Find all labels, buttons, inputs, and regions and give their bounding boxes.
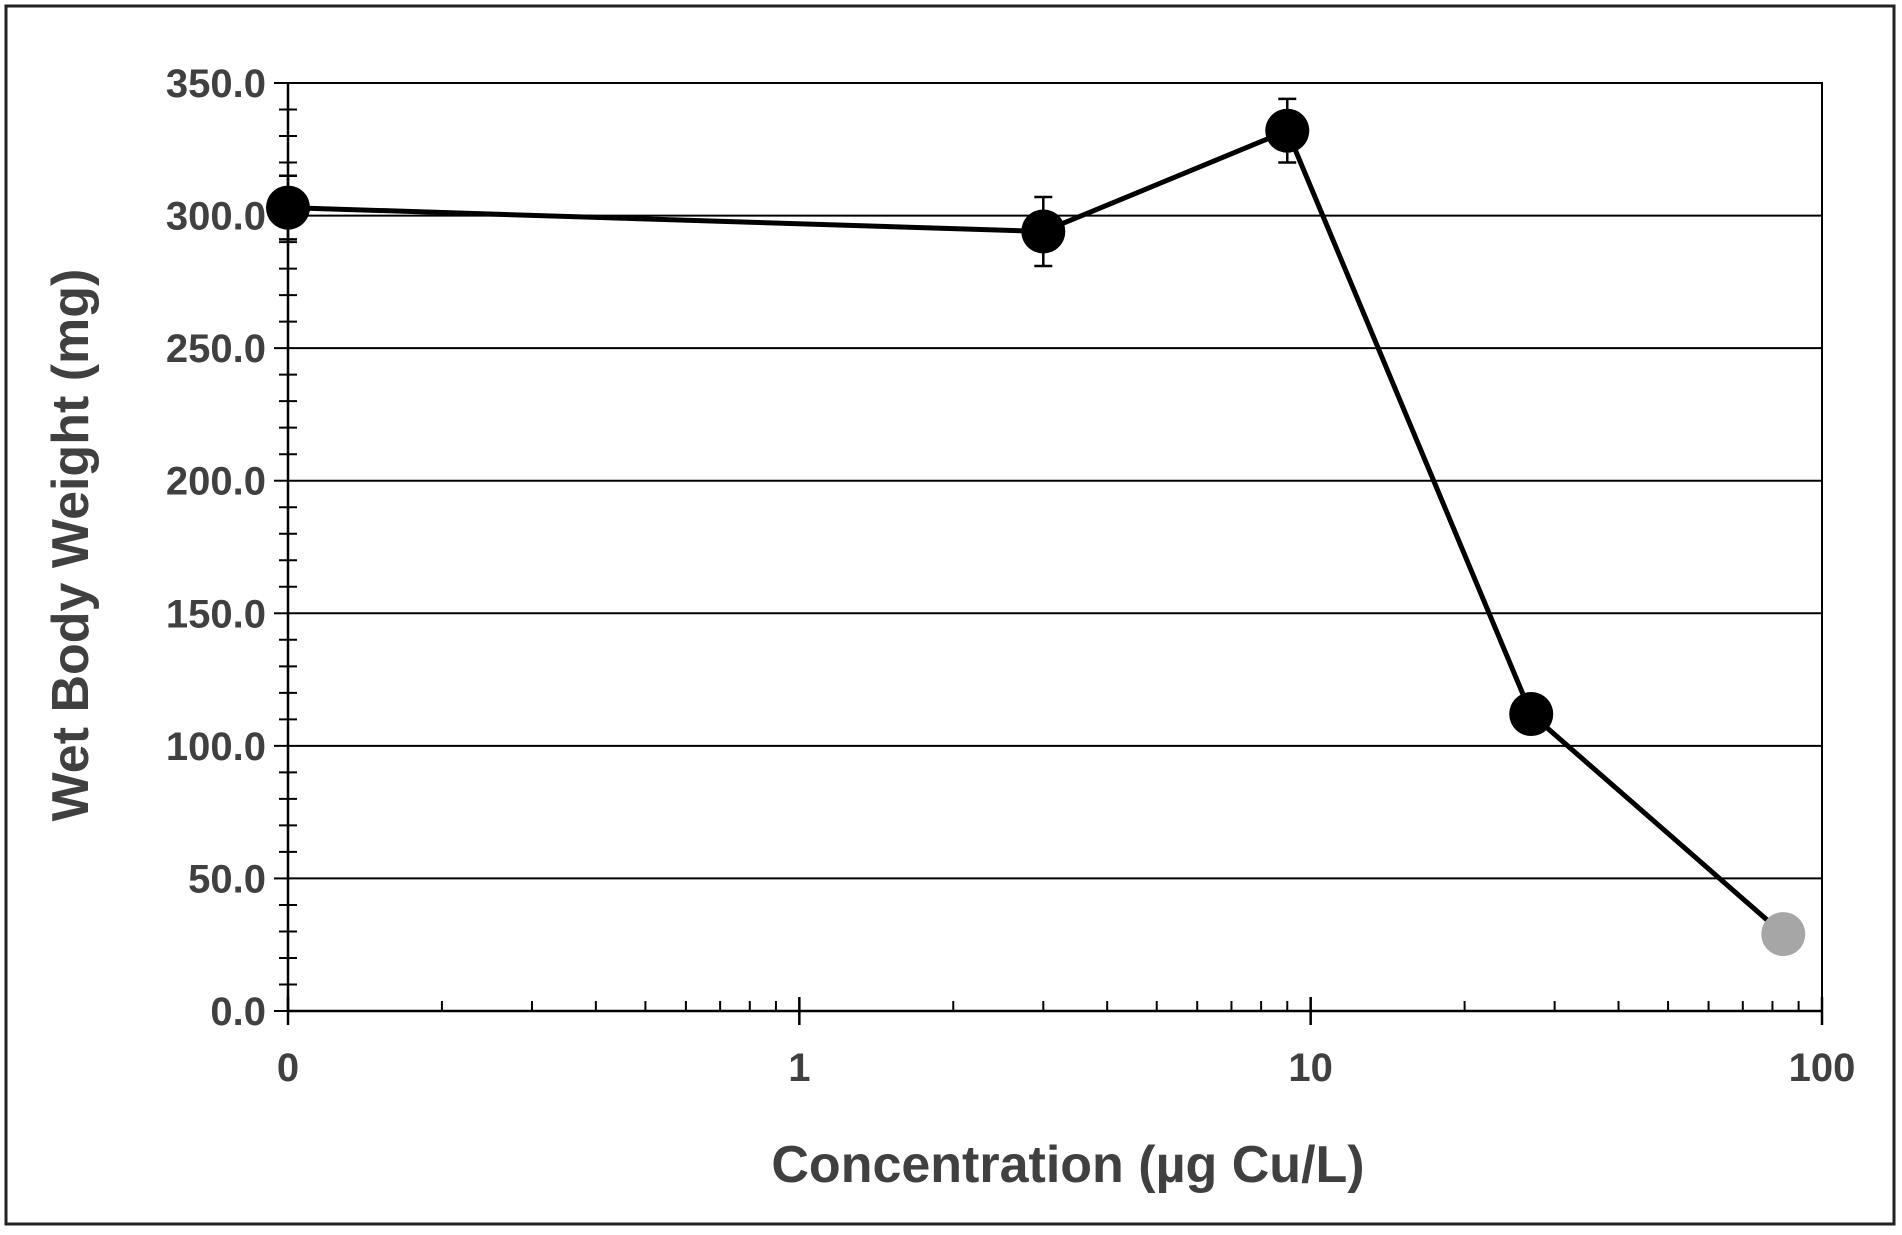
data-point-4 [1761, 912, 1806, 957]
data-series [266, 97, 1806, 957]
x-axis-title: Concentration (µg Cu/L) [771, 1136, 1364, 1194]
y-tick-label-2: 100.0 [166, 725, 266, 769]
y-tick-label-3: 150.0 [166, 592, 266, 636]
y-tick-label-7: 350.0 [166, 62, 266, 106]
y-tick-label-6: 300.0 [166, 195, 266, 239]
data-point-0 [266, 185, 310, 230]
x-tick-label-1: 1 [788, 1046, 810, 1090]
x-tick-label-0: 0 [277, 1046, 299, 1090]
data-point-2 [1265, 108, 1310, 153]
data-point-3 [1509, 692, 1554, 737]
y-tick-label-5: 250.0 [166, 327, 266, 371]
y-tick-label-1: 50.0 [188, 857, 266, 901]
y-tick-label-0: 0.0 [210, 990, 266, 1034]
y-tick-label-4: 200.0 [166, 460, 266, 504]
data-point-1 [1021, 209, 1066, 254]
y-axis-title: Wet Body Weight (mg) [42, 269, 100, 822]
x-tick-label-2: 10 [1288, 1046, 1333, 1090]
x-tick-label-3: 100 [1789, 1046, 1856, 1090]
